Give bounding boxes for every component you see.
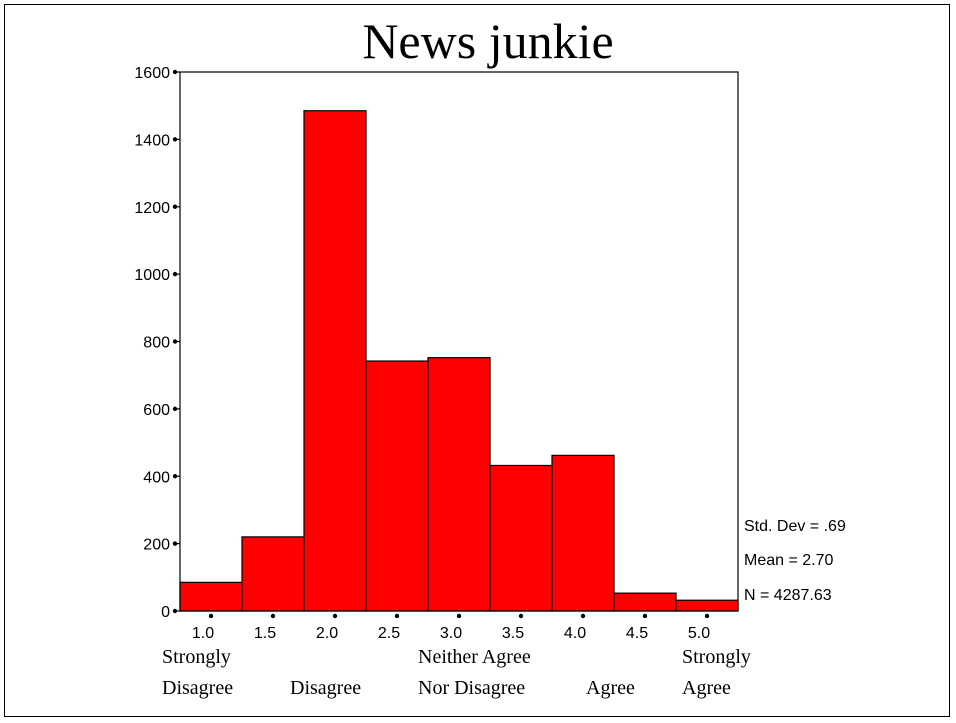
stat-mean: Mean = 2.70 bbox=[744, 552, 834, 569]
y-tick-label: 200 bbox=[143, 537, 170, 554]
y-tick-dot bbox=[172, 137, 178, 142]
chart-frame bbox=[4, 4, 950, 717]
x-tick-label: 1.5 bbox=[254, 625, 276, 642]
x-tick-label: 3.5 bbox=[502, 625, 524, 642]
stat-std-dev: Std. Dev = .69 bbox=[744, 518, 846, 535]
y-tick-label: 600 bbox=[143, 402, 170, 419]
x-tick-label: 4.5 bbox=[626, 625, 648, 642]
y-tick-dot bbox=[172, 204, 178, 209]
y-tick-label: 1200 bbox=[134, 200, 170, 217]
y-tick-dot bbox=[172, 339, 178, 344]
category-label: Disagree bbox=[162, 677, 233, 699]
x-tick-dot bbox=[394, 613, 400, 619]
x-tick-label: 2.0 bbox=[316, 625, 338, 642]
category-label: Disagree bbox=[290, 677, 361, 699]
x-tick-dot bbox=[704, 613, 710, 619]
x-tick-dot bbox=[456, 613, 462, 619]
chart-title: News junkie bbox=[362, 13, 613, 69]
x-tick-label: 1.0 bbox=[192, 625, 214, 642]
histogram-bar bbox=[489, 464, 553, 612]
histogram-bar bbox=[365, 360, 429, 612]
category-label: Agree bbox=[586, 677, 635, 699]
y-tick-label: 1000 bbox=[134, 267, 170, 284]
category-label: Strongly bbox=[162, 646, 231, 668]
category-label: Neither Agree bbox=[418, 646, 531, 668]
histogram-bar bbox=[179, 581, 243, 612]
y-tick-label: 1400 bbox=[134, 132, 170, 149]
x-tick-dot bbox=[580, 613, 586, 619]
histogram-bar bbox=[675, 599, 739, 612]
category-label: Strongly bbox=[682, 646, 751, 668]
y-tick-label: 1600 bbox=[134, 65, 170, 82]
histogram-bar bbox=[241, 536, 305, 612]
histogram-bar bbox=[613, 592, 677, 612]
category-label: Nor Disagree bbox=[418, 677, 525, 699]
x-tick-label: 3.0 bbox=[440, 625, 462, 642]
y-tick-dot bbox=[172, 608, 178, 614]
y-tick-dot bbox=[172, 541, 178, 546]
x-tick-dot bbox=[332, 613, 338, 619]
y-tick-dot bbox=[172, 406, 178, 412]
histogram-bar bbox=[427, 357, 491, 612]
y-tick-label: 400 bbox=[143, 469, 170, 486]
histogram-bar bbox=[303, 110, 367, 612]
y-tick-label: 800 bbox=[143, 335, 170, 352]
stat-n: N = 4287.63 bbox=[744, 587, 832, 604]
y-tick-dot bbox=[172, 271, 178, 277]
category-label: Agree bbox=[682, 677, 731, 699]
y-tick-dot bbox=[172, 474, 178, 479]
x-tick-dot bbox=[642, 613, 648, 619]
histogram-bar bbox=[551, 454, 615, 612]
x-tick-dot bbox=[518, 613, 524, 619]
x-tick-dot bbox=[270, 613, 276, 619]
x-tick-label: 5.0 bbox=[688, 625, 710, 642]
x-tick-dot bbox=[208, 613, 214, 619]
y-tick-label: 0 bbox=[161, 604, 170, 621]
y-tick-dot bbox=[172, 69, 178, 75]
x-tick-label: 2.5 bbox=[378, 625, 400, 642]
x-tick-label: 4.0 bbox=[564, 625, 586, 642]
